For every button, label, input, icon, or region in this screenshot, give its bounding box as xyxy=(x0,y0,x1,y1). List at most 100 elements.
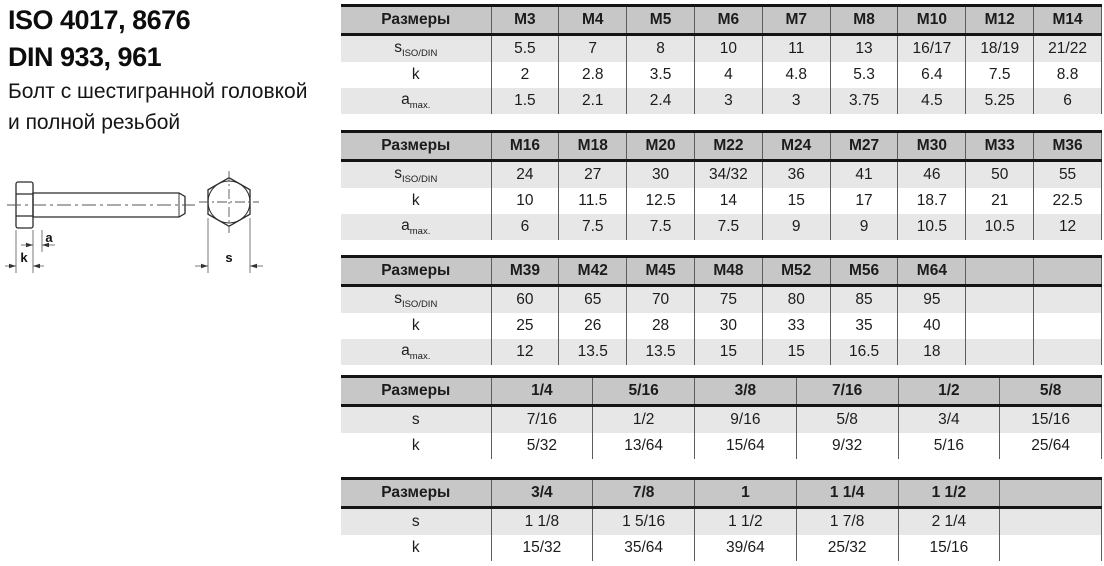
table-corner-label: Размеры xyxy=(341,131,491,162)
column-header: M27 xyxy=(829,131,898,162)
value-cell: 4.8 xyxy=(761,62,831,88)
value-cell: 36 xyxy=(761,160,831,188)
value-cell: 1/2 xyxy=(592,405,695,433)
value-cell: 3 xyxy=(693,88,763,114)
column-header: 1 xyxy=(694,478,797,509)
column-header xyxy=(999,478,1102,509)
dimension-label-s: s xyxy=(225,250,232,265)
table-row: sISO/DIN 60 65 70 75 80 85 95 xyxy=(341,285,1102,313)
end-view-centerlines xyxy=(199,171,259,233)
value-cell: 40 xyxy=(897,313,966,339)
value-cell: 7.5 xyxy=(965,62,1034,88)
value-cell: 16.5 xyxy=(829,339,898,365)
column-header: M30 xyxy=(897,131,966,162)
value-cell: 15 xyxy=(761,188,831,214)
value-cell: 1 7/8 xyxy=(795,507,898,535)
dimensions-table-2: Размеры M16 M18 M20 M22 M24 M27 M30 M33 M36 sISO/D… xyxy=(341,130,1102,240)
value-cell: 2 1/4 xyxy=(897,507,1000,535)
column-header: M18 xyxy=(558,131,627,162)
table-corner-label: Размеры xyxy=(341,5,491,36)
column-header: 1 1/4 xyxy=(795,478,898,509)
value-cell xyxy=(999,507,1102,535)
value-cell: 80 xyxy=(761,285,831,313)
value-cell xyxy=(999,535,1102,561)
value-cell: 7/16 xyxy=(490,405,593,433)
column-header: 7/16 xyxy=(795,376,898,407)
table-corner-label: Размеры xyxy=(341,376,491,407)
value-cell: 1 5/16 xyxy=(592,507,695,535)
value-cell: 8 xyxy=(626,34,695,62)
row-label: amax. xyxy=(341,88,491,114)
value-cell: 33 xyxy=(761,313,831,339)
table-header-row: Размеры M16 M18 M20 M22 M24 M27 M30 M33 M36 xyxy=(341,131,1102,162)
column-header: M42 xyxy=(558,256,627,287)
value-cell: 6 xyxy=(1033,88,1102,114)
value-cell: 28 xyxy=(626,313,695,339)
value-cell: 12.5 xyxy=(626,188,695,214)
value-cell: 24 xyxy=(490,160,559,188)
table-row: amax. 1.5 2.1 2.4 3 3 3.75 4.5 5.25 6 xyxy=(341,88,1102,114)
value-cell: 5.5 xyxy=(490,34,559,62)
column-header: M8 xyxy=(829,5,898,36)
table-row: sISO/DIN 24 27 30 34/32 36 41 46 50 55 xyxy=(341,160,1102,188)
value-cell: 13 xyxy=(829,34,898,62)
value-cell xyxy=(1033,285,1102,313)
value-cell: 5/8 xyxy=(795,405,898,433)
end-view-dimension-arrows xyxy=(201,263,257,269)
dimensions-table-3: Размеры M39 M42 M45 M48 M52 M56 M64 sISO/DIN 60 65… xyxy=(341,255,1102,365)
table-row: amax. 12 13.5 13.5 15 15 16.5 18 xyxy=(341,339,1102,365)
value-cell: 46 xyxy=(897,160,966,188)
value-cell: 26 xyxy=(558,313,627,339)
iso-standard-title: ISO 4017, 8676 xyxy=(8,5,191,35)
dimension-label-k: k xyxy=(20,250,28,265)
value-cell: 25 xyxy=(490,313,559,339)
column-header: M7 xyxy=(761,5,831,36)
value-cell: 1.5 xyxy=(490,88,559,114)
column-header: 3/4 xyxy=(490,478,593,509)
table-header-row: Размеры M3 M4 M5 M6 M7 M8 M10 M12 M14 xyxy=(341,5,1102,36)
value-cell: 2.4 xyxy=(626,88,695,114)
dimensions-table-1: Размеры M3 M4 M5 M6 M7 M8 M10 M12 M14 sISO/DIN 5.5 7… xyxy=(341,4,1102,114)
din-standard-title: DIN 933, 961 xyxy=(8,42,162,72)
value-cell: 15/16 xyxy=(999,405,1102,433)
product-description-line2: и полной резьбой xyxy=(8,111,181,134)
value-cell xyxy=(1033,339,1102,365)
value-cell: 35 xyxy=(829,313,898,339)
value-cell: 50 xyxy=(965,160,1034,188)
value-cell: 5/32 xyxy=(490,433,593,459)
value-cell: 7.5 xyxy=(626,214,695,240)
value-cell: 14 xyxy=(693,188,763,214)
table-row: sISO/DIN 5.5 7 8 10 11 13 16/17 18/19 21/22 xyxy=(341,34,1102,62)
row-label: amax. xyxy=(341,214,491,240)
column-header: M45 xyxy=(626,256,695,287)
value-cell: 18/19 xyxy=(965,34,1034,62)
value-cell: 5.25 xyxy=(965,88,1034,114)
value-cell: 3.5 xyxy=(626,62,695,88)
bolt-shaft-outline xyxy=(32,192,186,218)
dimension-tables-area: Размеры M3 M4 M5 M6 M7 M8 M10 M12 M14 sISO/DIN 5.5 7… xyxy=(341,0,1102,566)
value-cell: 13/64 xyxy=(592,433,695,459)
table-header-row: Размеры 1/4 5/16 3/8 7/16 1/2 5/8 xyxy=(341,376,1102,407)
table-header-row: Размеры M39 M42 M45 M48 M52 M56 M64 xyxy=(341,256,1102,287)
column-header: M48 xyxy=(693,256,763,287)
table-row: s 7/16 1/2 9/16 5/8 3/4 15/16 xyxy=(341,405,1102,433)
table-row: amax. 6 7.5 7.5 7.5 9 9 10.5 10.5 12 xyxy=(341,214,1102,240)
value-cell: 3 xyxy=(761,88,831,114)
value-cell: 12 xyxy=(490,339,559,365)
value-cell: 18 xyxy=(897,339,966,365)
table-corner-label: Размеры xyxy=(341,256,491,287)
value-cell: 2 xyxy=(490,62,559,88)
column-header: M20 xyxy=(626,131,695,162)
column-header: 1 1/2 xyxy=(897,478,1000,509)
column-header: 3/8 xyxy=(694,376,797,407)
value-cell: 30 xyxy=(693,313,763,339)
value-cell xyxy=(965,313,1034,339)
value-cell: 39/64 xyxy=(694,535,797,561)
value-cell xyxy=(1033,313,1102,339)
table-corner-label: Размеры xyxy=(341,478,491,509)
table-row: k 5/32 13/64 15/64 9/32 5/16 25/64 xyxy=(341,433,1102,459)
column-header: M10 xyxy=(897,5,966,36)
value-cell: 75 xyxy=(693,285,763,313)
value-cell: 34/32 xyxy=(693,160,763,188)
